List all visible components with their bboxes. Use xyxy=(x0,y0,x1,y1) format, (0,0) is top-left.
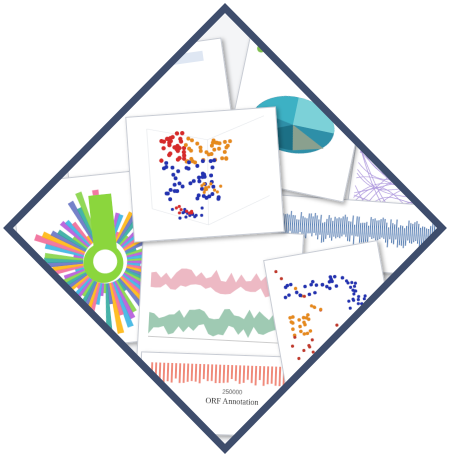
axis-value: 250000 xyxy=(222,390,243,397)
scatter3d-panel xyxy=(125,106,285,243)
matrix-panel xyxy=(263,240,402,400)
axis-label: ORF Annotation xyxy=(205,396,258,407)
diamond-frame xyxy=(3,3,447,454)
